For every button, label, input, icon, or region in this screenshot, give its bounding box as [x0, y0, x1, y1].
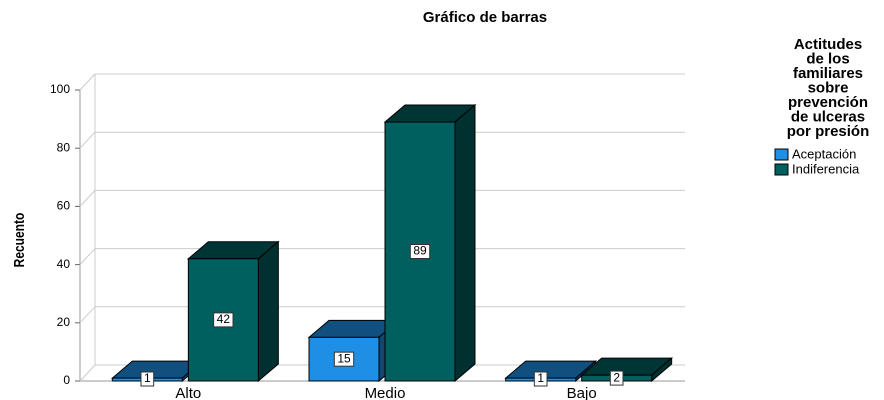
y-tick-label: 80 — [57, 140, 71, 154]
y-axis-label: Recuento — [11, 213, 28, 268]
y-tick-label: 0 — [63, 373, 70, 387]
y-tick-label: 40 — [57, 257, 71, 271]
value-label-text: 1 — [144, 371, 151, 385]
value-label-box — [533, 371, 548, 387]
value-label: 15 — [333, 351, 355, 367]
y-tick-label: 100 — [50, 82, 70, 96]
value-label: 1 — [140, 371, 155, 387]
bar-side — [454, 103, 476, 383]
grid-line — [79, 73, 96, 91]
value-label-box — [140, 371, 155, 387]
legend-title: familiares — [793, 65, 863, 82]
value-label: 42 — [213, 312, 234, 328]
value-label-box — [333, 351, 355, 367]
chart-title: Gráfico de barras — [423, 9, 547, 26]
x-tick-label: Alto — [175, 385, 201, 400]
grid-line — [79, 190, 96, 207]
y-tick-label: 20 — [57, 315, 71, 329]
value-label: 89 — [409, 244, 431, 260]
legend-title: por presión — [787, 123, 870, 140]
legend-title: sobre — [808, 79, 849, 96]
grid-line — [79, 364, 96, 382]
bar-side — [257, 240, 279, 383]
y-tick-label: 60 — [57, 199, 71, 213]
x-tick-label: Bajo — [567, 385, 597, 400]
value-label-text: 15 — [337, 351, 351, 365]
legend-title: de ulceras — [791, 108, 865, 125]
value-label-box — [213, 312, 234, 328]
legend-swatch — [774, 163, 789, 176]
bar — [383, 103, 477, 383]
legend-label: Aceptación — [792, 146, 856, 161]
grid-line — [79, 131, 96, 149]
value-label-box — [609, 370, 624, 386]
value-label-text: 2 — [613, 370, 620, 384]
x-tick-label: Medio — [365, 385, 406, 400]
value-label-text: 89 — [413, 244, 427, 258]
value-label-text: 1 — [537, 371, 544, 385]
grid-line — [79, 248, 96, 265]
value-label-box — [409, 244, 431, 260]
value-label: 2 — [609, 370, 624, 386]
grid-line — [79, 306, 96, 324]
bar — [186, 240, 280, 383]
value-label: 1 — [533, 371, 548, 387]
legend-title: prevención — [788, 94, 868, 111]
value-label-text: 42 — [217, 312, 231, 326]
legend-swatch — [774, 148, 789, 161]
legend-title: Actitudes — [794, 36, 862, 53]
legend-label: Indiferencia — [792, 161, 860, 176]
legend-title: de los — [806, 50, 849, 67]
